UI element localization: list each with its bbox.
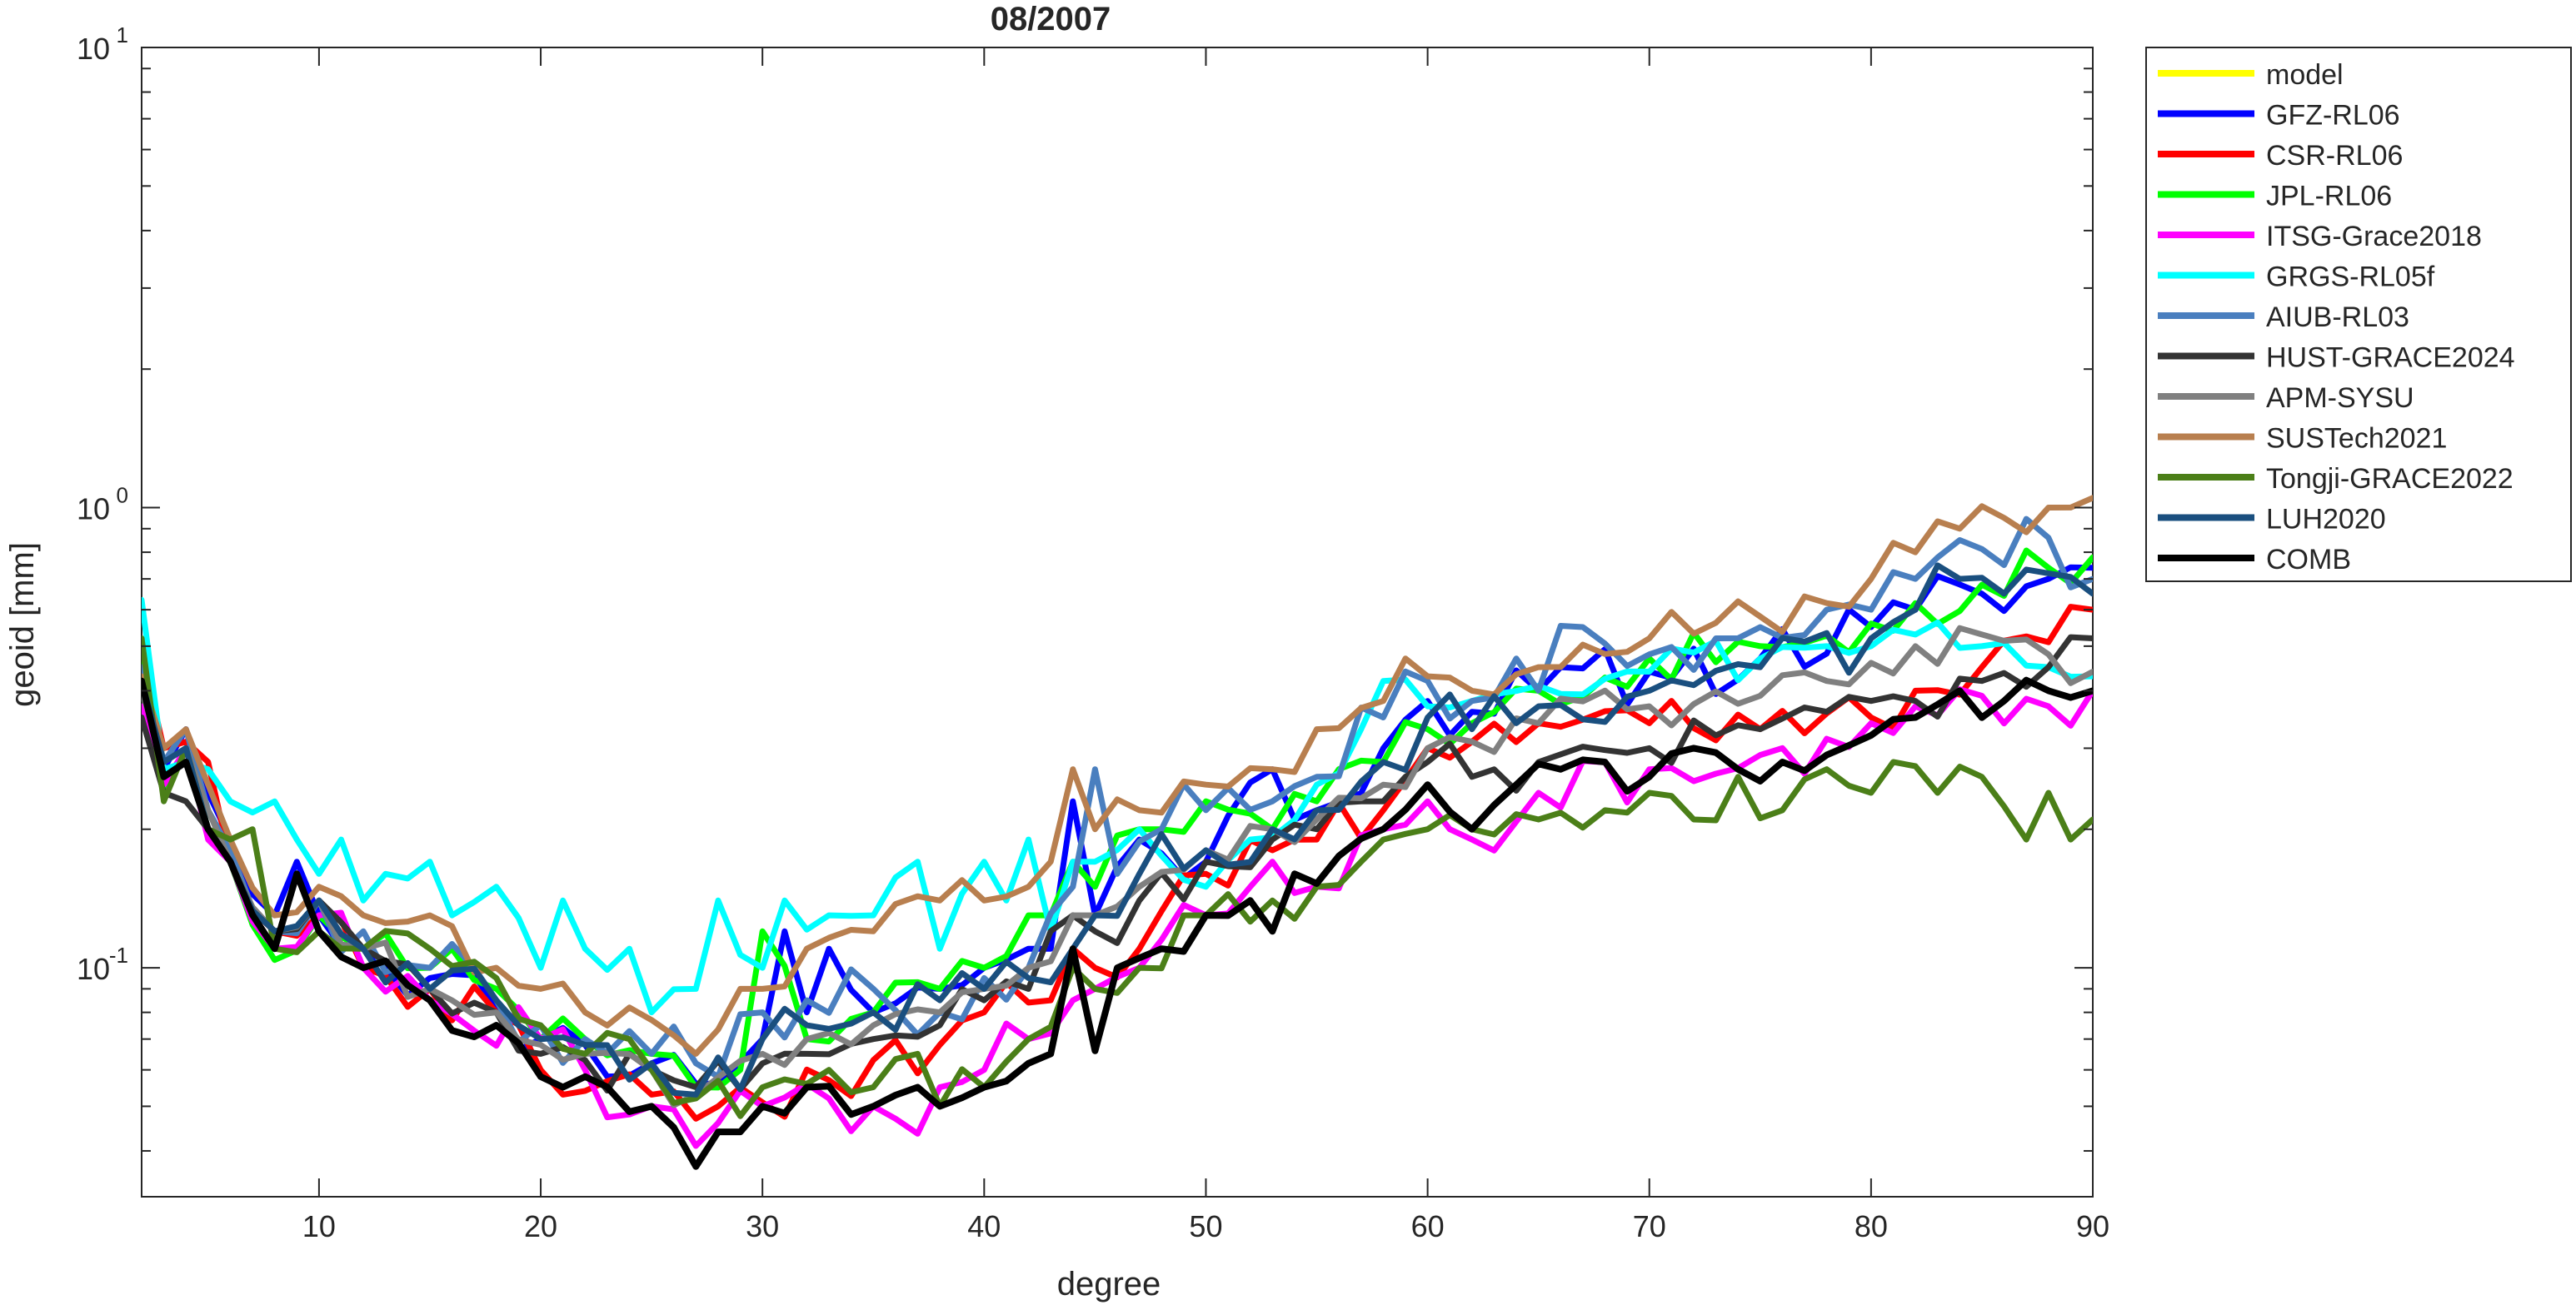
legend-label-aiub-rl03: AIUB-RL03 [2266,301,2409,333]
series-line-hust-grace2024 [142,634,2093,1094]
series-line-luh2020 [142,562,2093,1098]
legend: model GFZ-RL06 CSR-RL06 JPL-RL06 ITSG-Grace2… [2145,47,2572,582]
x-tick-label: 40 [967,1209,1001,1243]
x-tick-label: 90 [2076,1209,2109,1243]
series-line-tongji-grace2022 [142,635,2093,1119]
y-axis-label: geoid [mm] [4,542,41,707]
series-line-sustech2021 [142,495,2093,1057]
x-axis-label: degree [1057,1266,1161,1303]
legend-label-comb: COMB [2266,544,2351,575]
plot-area [141,47,2094,1198]
series-line-apm-sysu [142,625,2093,1108]
series-line-comb [142,676,2093,1170]
x-tick-label: 30 [746,1209,779,1243]
y-tick-exponent: -1 [109,943,128,968]
x-tick-label: 50 [1189,1209,1222,1243]
legend-label-tongji-grace2022: Tongji-GRACE2022 [2266,463,2514,495]
legend-label-jpl-rl06: JPL-RL06 [2266,181,2392,212]
y-tick-exponent: 1 [117,22,128,47]
legend-label-apm-sysu: APM-SYSU [2266,382,2414,414]
x-tick-label: 10 [302,1209,336,1243]
legend-label-itsg-grace2018: ITSG-Grace2018 [2266,221,2482,252]
chart-title: 08/2007 [991,1,1111,37]
legend-label-grgs-rl05f: GRGS-RL05f [2266,261,2435,293]
y-tick-exponent: 0 [117,483,128,508]
legend-label-csr-rl06: CSR-RL06 [2266,140,2403,172]
y-tick-label: 10 [77,32,110,66]
y-tick-label: 10 [77,952,110,986]
legend-label-gfz-rl06: GFZ-RL06 [2266,100,2400,132]
legend-label-luh2020: LUH2020 [2266,504,2386,535]
series-layer [142,495,2093,1170]
legend-label-hust-grace2024: HUST-GRACE2024 [2266,342,2515,374]
y-tick-label: 10 [77,492,110,526]
x-tick-label: 20 [524,1209,557,1243]
x-tick-label: 60 [1411,1209,1445,1243]
x-tick-label: 80 [1855,1209,1888,1243]
legend-label-model: model [2266,59,2344,91]
legend-label-sustech2021: SUSTech2021 [2266,423,2447,455]
x-tick-label: 70 [1633,1209,1666,1243]
